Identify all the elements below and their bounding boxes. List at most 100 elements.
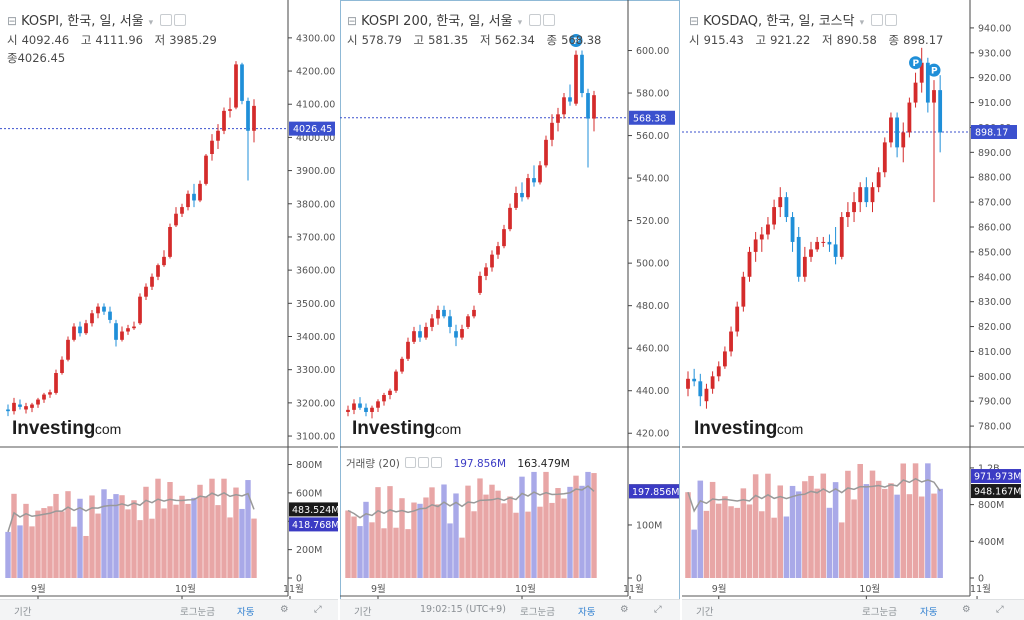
fullscreen-icon[interactable]: ⤢ xyxy=(654,604,662,615)
volume-bar xyxy=(931,493,937,578)
volume-bar xyxy=(925,463,931,578)
candle-body xyxy=(802,256,807,277)
candle-body xyxy=(382,394,386,402)
volume-bar xyxy=(119,495,125,578)
kosdaq-chart-svg[interactable]: 780.00 790.00 800.00 810.00 820.00 830.00 840.… xyxy=(682,0,1024,620)
close-mini-icon[interactable] xyxy=(431,457,443,468)
time-tick-label: 10월 xyxy=(175,583,196,595)
volume-bar xyxy=(740,488,747,578)
close-readout: 종4026.45 xyxy=(7,51,66,65)
candle-body xyxy=(228,109,232,111)
chevron-down-icon[interactable]: ▾ xyxy=(859,18,865,28)
volume-bar xyxy=(691,529,697,578)
price-tick-label: 780.00 xyxy=(978,422,1011,433)
volume-bar xyxy=(697,480,704,578)
chart-panel-kospi[interactable]: 3100.00 3200.00 3300.00 3400.00 3500.00 3600.… xyxy=(0,0,338,620)
candle-body xyxy=(460,329,464,338)
period-button[interactable]: 기간 xyxy=(696,607,714,618)
candle-body xyxy=(796,236,801,277)
candle-body xyxy=(932,90,936,103)
volume-bar xyxy=(435,504,441,578)
price-tick-label: 830.00 xyxy=(978,297,1011,308)
candle-body xyxy=(108,311,112,320)
candle-body xyxy=(18,404,22,407)
price-tick-label: 890.00 xyxy=(978,148,1011,159)
volume-bar xyxy=(549,502,555,578)
kospi-chart-svg[interactable]: 3100.00 3200.00 3300.00 3400.00 3500.00 3600.… xyxy=(0,0,338,620)
time-tick-label: 9월 xyxy=(712,583,727,595)
candle-body xyxy=(895,117,900,148)
settings-mini-icon[interactable] xyxy=(529,14,542,26)
chart-title-bar: ⊟ KOSPI, 한국, 일, 서울 ▾ xyxy=(7,10,187,29)
volume-badge xyxy=(289,517,338,532)
chart-panel-kospi200[interactable]: 420.00 440.00 460.00 480.00 500.00 520.00 540.… xyxy=(340,0,680,620)
price-tick-label: 3600.00 xyxy=(296,266,335,277)
volume-bar xyxy=(820,473,827,578)
event-marker-label: P xyxy=(931,67,938,77)
chevron-down-icon[interactable]: ▾ xyxy=(517,18,523,28)
volume-ma-legend-value: 163.479M xyxy=(517,458,570,470)
candle-body xyxy=(394,371,398,391)
chart-title: KOSDAQ, 한국, 일, 코스닥 xyxy=(703,14,855,29)
gear-icon[interactable]: ⚙ xyxy=(280,604,289,615)
fullscreen-icon[interactable]: ⤢ xyxy=(314,604,322,615)
investing-logo-suffix: .com xyxy=(91,421,121,437)
candle-body xyxy=(162,256,166,266)
auto-scale-button[interactable]: 자동 xyxy=(237,607,255,618)
price-tick-label: 810.00 xyxy=(978,347,1011,358)
volume-bar xyxy=(826,507,833,578)
auto-scale-button[interactable]: 자동 xyxy=(578,607,596,618)
volume-bar xyxy=(387,486,393,578)
candle-body xyxy=(406,341,410,359)
volume-bar xyxy=(771,517,777,578)
period-button[interactable]: 기간 xyxy=(14,607,32,618)
candle-body xyxy=(753,239,758,252)
volume-bar xyxy=(215,505,221,578)
gear-icon[interactable]: ⚙ xyxy=(962,604,971,615)
fullscreen-icon[interactable]: ⤢ xyxy=(996,604,1004,615)
visibility-mini-icon[interactable] xyxy=(174,14,187,26)
period-button[interactable]: 기간 xyxy=(354,607,372,618)
volume-ma-line xyxy=(687,477,941,513)
log-scale-button[interactable]: 로그눈금 xyxy=(520,607,555,618)
log-scale-button[interactable]: 로그눈금 xyxy=(180,607,215,618)
volume-bar xyxy=(783,516,790,578)
volume-bar xyxy=(471,511,477,578)
price-tick-label: 3800.00 xyxy=(296,199,335,210)
volume-badge xyxy=(971,469,1021,484)
kospi200-chart-svg[interactable]: 420.00 440.00 460.00 480.00 500.00 520.00 540.… xyxy=(340,0,680,620)
volume-bar xyxy=(894,494,900,578)
chart-icon: ⊟ xyxy=(689,14,700,28)
volume-bar xyxy=(149,518,155,578)
volume-ma-badge-label: 483.524M xyxy=(292,505,338,516)
settings-mini-icon[interactable] xyxy=(405,457,417,468)
auto-scale-button[interactable]: 자동 xyxy=(920,607,938,618)
settings-mini-icon[interactable] xyxy=(160,14,173,26)
volume-bar xyxy=(381,528,387,578)
investing-logo-suffix: .com xyxy=(773,421,803,437)
candle-body xyxy=(96,306,100,314)
candle-body xyxy=(472,309,476,317)
candle-body xyxy=(490,254,494,268)
candle-body xyxy=(864,187,869,203)
chart-panel-kosdaq[interactable]: 780.00 790.00 800.00 810.00 820.00 830.00 840.… xyxy=(682,0,1024,620)
log-scale-button[interactable]: 로그눈금 xyxy=(862,607,897,618)
visibility-mini-icon[interactable] xyxy=(418,457,430,468)
visibility-mini-icon[interactable] xyxy=(885,14,898,26)
price-tick-label: 880.00 xyxy=(978,173,1011,184)
volume-tick-label: 0 xyxy=(636,574,642,585)
candle-body xyxy=(784,197,789,218)
volume-legend-value: 197.856M xyxy=(453,458,507,470)
volume-legend-label: 거래량 (20) xyxy=(346,458,400,470)
volume-bar xyxy=(591,473,597,578)
candle-body xyxy=(240,64,244,101)
gear-icon[interactable]: ⚙ xyxy=(620,604,629,615)
volume-bar xyxy=(131,500,137,578)
visibility-mini-icon[interactable] xyxy=(543,14,556,26)
volume-bar xyxy=(369,522,375,578)
settings-mini-icon[interactable] xyxy=(871,14,884,26)
chevron-down-icon[interactable]: ▾ xyxy=(148,18,154,28)
price-tick-label: 3300.00 xyxy=(296,365,335,376)
volume-bar xyxy=(489,484,495,578)
volume-bar xyxy=(808,475,814,578)
